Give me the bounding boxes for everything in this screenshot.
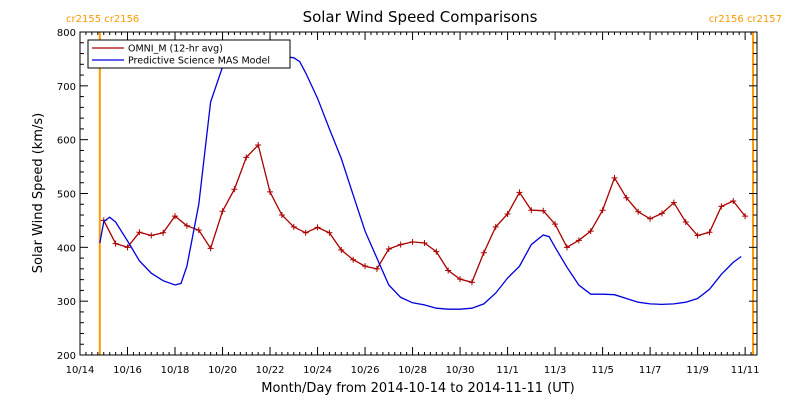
- data-point: [706, 229, 713, 236]
- data-point: [694, 232, 701, 239]
- x-tick-label: 10/16: [113, 365, 142, 376]
- x-tick-label: 10/24: [303, 365, 332, 376]
- data-point: [314, 224, 321, 231]
- y-tick-label: 400: [57, 243, 76, 254]
- data-point: [219, 208, 226, 215]
- data-point: [124, 244, 131, 251]
- data-point: [421, 240, 428, 247]
- data-point: [183, 222, 190, 229]
- data-point: [563, 244, 570, 251]
- data-point: [278, 212, 285, 219]
- y-tick-label: 500: [57, 190, 76, 201]
- data-point: [611, 174, 618, 181]
- data-series: [99, 55, 749, 310]
- data-point: [575, 237, 582, 244]
- data-point: [267, 188, 274, 195]
- data-point: [136, 229, 143, 236]
- data-point: [599, 207, 606, 214]
- data-point: [682, 219, 689, 226]
- data-point: [457, 276, 464, 283]
- data-point: [362, 263, 369, 270]
- data-point: [742, 213, 749, 220]
- x-tick-label: 10/26: [351, 365, 380, 376]
- legend-box: [87, 39, 291, 69]
- series-line-0: [103, 143, 746, 284]
- data-point: [528, 207, 535, 214]
- data-point: [540, 207, 547, 214]
- x-tick-label: 10/22: [256, 365, 285, 376]
- data-point: [730, 198, 737, 205]
- data-point: [468, 279, 475, 286]
- data-point: [433, 248, 440, 255]
- data-point: [207, 245, 214, 252]
- y-tick-label: 200: [57, 351, 76, 362]
- x-tick-label: 10/18: [161, 365, 190, 376]
- x-tick-label: 10/14: [66, 365, 95, 376]
- data-point: [647, 215, 654, 222]
- x-tick-label: 10/30: [446, 365, 475, 376]
- x-tick-label: 10/28: [398, 365, 427, 376]
- chart-title: Solar Wind Speed Comparisons: [303, 8, 538, 26]
- data-point: [397, 241, 404, 248]
- data-point: [445, 267, 452, 274]
- data-point: [302, 229, 309, 236]
- data-point: [195, 227, 202, 234]
- data-point: [623, 194, 630, 201]
- data-point: [243, 154, 250, 161]
- data-point: [635, 208, 642, 215]
- data-point: [409, 238, 416, 245]
- data-point: [338, 247, 345, 254]
- legend-mas-label: Predictive Science MAS Model: [128, 56, 270, 67]
- rotation-boundary-label: cr2156 cr2157: [709, 14, 782, 25]
- data-point: [718, 203, 725, 210]
- x-tick-label: 11/1: [496, 365, 518, 376]
- legend-omni-label: OMNI_M (12-hr avg): [128, 44, 223, 55]
- data-point: [492, 223, 499, 230]
- data-point: [160, 229, 167, 236]
- series-line-1: [99, 55, 742, 310]
- y-tick-label: 300: [57, 297, 76, 308]
- legend: OMNI_M (12-hr avg) Predictive Science MA…: [87, 39, 291, 69]
- x-axis: 10/14 10/16 10/18 10/20 10/22 10/24 10/26 10/28…: [66, 32, 760, 376]
- data-point: [255, 142, 262, 149]
- data-point: [480, 249, 487, 256]
- data-point: [587, 228, 594, 235]
- x-tick-label: 11/7: [639, 365, 661, 376]
- x-axis-label: Month/Day from 2014-10-14 to 2014-11-11 …: [261, 381, 574, 396]
- y-axis-label: Solar Wind Speed (km/s): [31, 113, 46, 273]
- data-point: [658, 210, 665, 217]
- data-point: [326, 229, 333, 236]
- rotation-boundary-label: cr2155 cr2156: [66, 14, 139, 25]
- x-tick-label: 11/9: [686, 365, 708, 376]
- plot-frame: [79, 31, 758, 356]
- x-tick-label: 11/11: [731, 365, 760, 376]
- data-point: [172, 213, 179, 220]
- y-axis: 200 300 400 500 600 700 800: [57, 28, 757, 362]
- x-tick-label: 10/20: [208, 365, 237, 376]
- data-point: [148, 232, 155, 239]
- data-point: [670, 199, 677, 206]
- data-point: [350, 256, 357, 263]
- y-tick-label: 700: [57, 82, 76, 93]
- data-point: [231, 186, 238, 193]
- data-point: [385, 245, 392, 252]
- y-tick-label: 800: [57, 28, 76, 39]
- data-point: [112, 240, 119, 247]
- data-point: [516, 189, 523, 196]
- x-tick-label: 11/5: [591, 365, 613, 376]
- data-point: [290, 223, 297, 230]
- data-point: [373, 265, 380, 272]
- y-tick-label: 600: [57, 136, 76, 147]
- data-point: [552, 221, 559, 228]
- data-point: [504, 210, 511, 217]
- x-tick-label: 11/3: [544, 365, 566, 376]
